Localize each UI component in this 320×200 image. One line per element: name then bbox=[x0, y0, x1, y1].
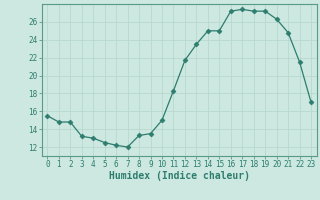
X-axis label: Humidex (Indice chaleur): Humidex (Indice chaleur) bbox=[109, 171, 250, 181]
